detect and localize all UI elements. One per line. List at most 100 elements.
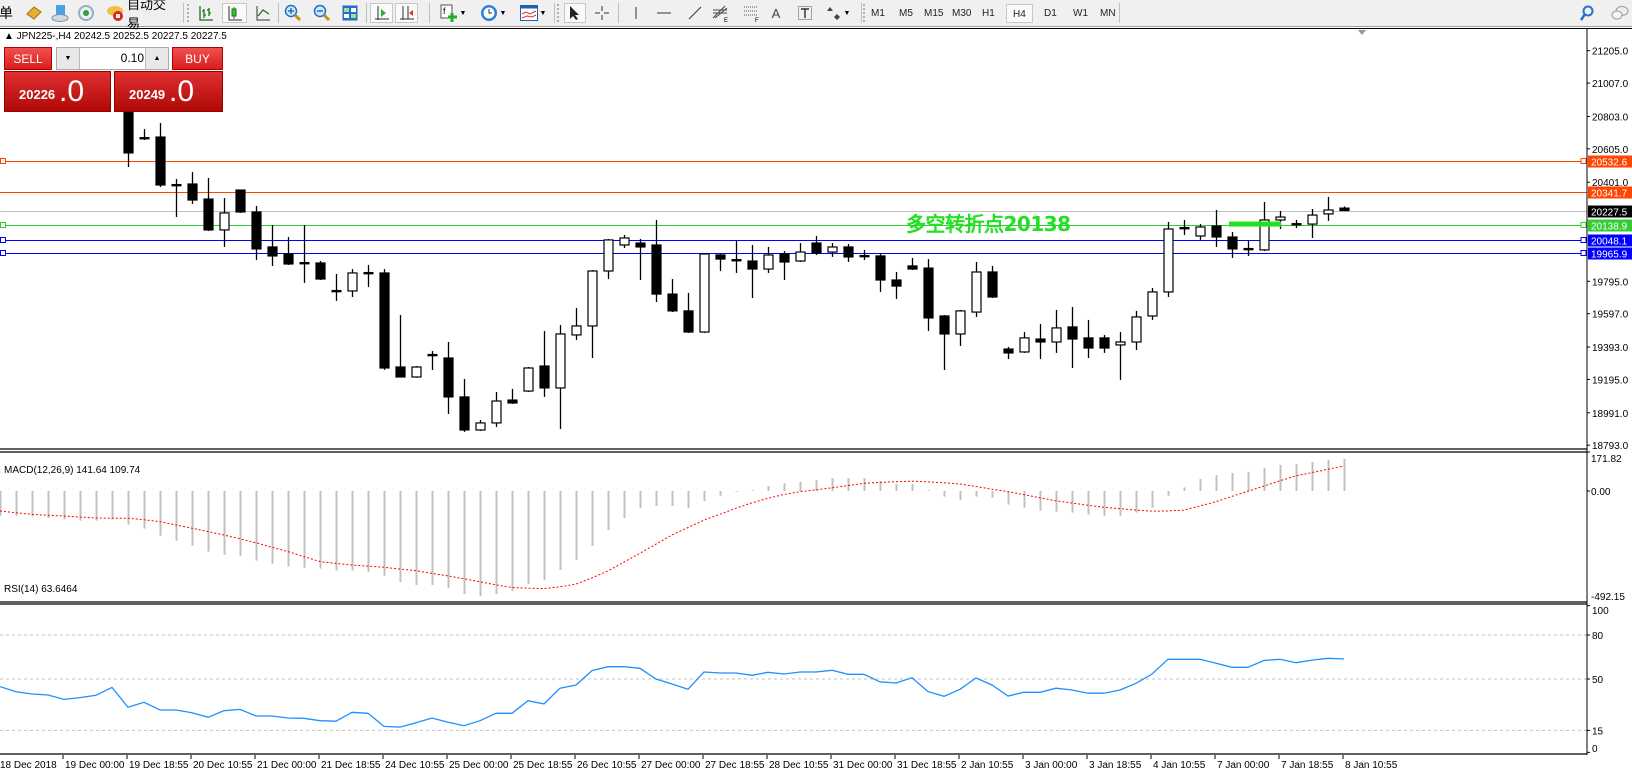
tile-windows-icon[interactable] xyxy=(340,3,360,23)
timeframe-d1[interactable]: D1 xyxy=(1044,8,1057,19)
sell-price-main: 20226 xyxy=(19,87,56,102)
text-icon[interactable]: A xyxy=(771,5,781,21)
timeframe-m15[interactable]: M15 xyxy=(924,8,944,19)
auto-scroll-icon[interactable] xyxy=(370,3,393,23)
price-lines xyxy=(0,158,1587,256)
indicators-icon[interactable]: f ▼ xyxy=(437,3,469,23)
candle-bullish xyxy=(603,239,614,272)
text-label-icon[interactable] xyxy=(796,3,814,23)
sell-button[interactable]: SELL xyxy=(4,47,52,70)
buy-button[interactable]: BUY xyxy=(172,47,223,70)
rsi-axis-label: 80 xyxy=(1592,631,1604,642)
date-label: 31 Dec 00:00 xyxy=(833,760,893,771)
cloud-icon[interactable] xyxy=(50,3,70,23)
date-label: 4 Jan 10:55 xyxy=(1153,760,1206,771)
toolbar: 单 自动交易 f ▼ ▼ ▼ E F A ▼ M1 M5 M15 M30 H1 H… xyxy=(0,0,1632,31)
zoom-in-icon[interactable] xyxy=(283,3,303,23)
candle-bearish xyxy=(1067,326,1078,340)
date-label: 28 Dec 10:55 xyxy=(769,760,829,771)
candle-doji xyxy=(731,259,742,262)
candle-bearish xyxy=(843,246,854,258)
price-tick-label: 19195.0 xyxy=(1592,375,1629,386)
chat-icon[interactable] xyxy=(1610,3,1630,23)
candle-bullish xyxy=(1323,209,1334,215)
arrows-icon[interactable]: ▼ xyxy=(822,3,854,23)
candle-bearish xyxy=(779,253,790,263)
lot-increase-button[interactable]: ▲ xyxy=(145,48,168,69)
price-line-label-bg xyxy=(1588,155,1632,168)
line-anchor-handle xyxy=(0,222,6,228)
trendline-icon[interactable] xyxy=(685,3,705,23)
crosshair-icon[interactable] xyxy=(592,3,612,23)
annotation-text[interactable]: 多空转折点20138 xyxy=(906,212,1071,236)
periodicity-clock-icon[interactable]: ▼ xyxy=(477,3,509,23)
candle-bearish xyxy=(683,310,694,333)
timeframe-m30[interactable]: M30 xyxy=(952,8,972,19)
timeframe-m1[interactable]: M1 xyxy=(871,8,885,19)
candle-doji xyxy=(363,271,374,275)
date-label: 8 Jan 10:55 xyxy=(1345,760,1398,771)
chart-shift-icon[interactable] xyxy=(395,3,418,23)
zoom-out-icon[interactable] xyxy=(312,3,332,23)
cursor-icon[interactable] xyxy=(564,3,586,23)
sell-price-button[interactable]: 20226 .0 xyxy=(4,71,111,112)
bar-chart-icon[interactable] xyxy=(196,3,216,23)
candle-doji xyxy=(1179,226,1190,230)
candle-bullish xyxy=(827,246,838,253)
buy-price-button[interactable]: 20249 .0 xyxy=(114,71,223,112)
date-label: 27 Dec 00:00 xyxy=(641,760,701,771)
candle-doji xyxy=(859,254,870,258)
price-tick-label: 19795.0 xyxy=(1592,277,1629,288)
candle-doji xyxy=(171,183,182,187)
candle-bullish xyxy=(219,212,230,231)
candle-bearish xyxy=(235,189,246,213)
date-label: 31 Dec 18:55 xyxy=(897,760,957,771)
date-label: 27 Dec 18:55 xyxy=(705,760,765,771)
price-tick-label: 20605.0 xyxy=(1592,145,1629,156)
fibonacci-retracement-icon[interactable]: F xyxy=(741,3,763,23)
vertical-line-icon[interactable] xyxy=(628,3,644,23)
candle-doji xyxy=(1291,223,1302,226)
rsi-line xyxy=(0,657,1345,728)
price-line-label-bg xyxy=(1588,219,1632,232)
macd-signal-line xyxy=(0,465,1345,590)
timeframe-m5[interactable]: M5 xyxy=(899,8,913,19)
book-icon[interactable] xyxy=(24,3,44,23)
timeframe-h1[interactable]: H1 xyxy=(982,8,995,19)
candle-bearish xyxy=(1099,337,1110,349)
candle-bearish xyxy=(459,396,470,431)
timeframe-w1[interactable]: W1 xyxy=(1073,8,1088,19)
svg-text:f: f xyxy=(443,6,446,16)
fibonacci-fan-icon[interactable]: E xyxy=(710,3,732,23)
date-label: 26 Dec 10:55 xyxy=(577,760,637,771)
search-icon[interactable] xyxy=(1578,3,1596,23)
timeframe-h4[interactable]: H4 xyxy=(1006,4,1033,23)
templates-icon[interactable]: ▼ xyxy=(517,3,549,23)
rsi-axis-label: 0 xyxy=(1592,744,1598,755)
candlestick-icon[interactable] xyxy=(222,3,247,23)
buy-price-fraction: .0 xyxy=(169,75,195,108)
lot-size-input[interactable]: 0.10 xyxy=(120,51,144,65)
candle-bearish xyxy=(1339,207,1350,212)
candle-bullish xyxy=(347,272,358,292)
candle-bearish xyxy=(747,260,758,270)
line-chart-icon[interactable] xyxy=(253,3,273,23)
price-tick-label: 19597.0 xyxy=(1592,310,1629,321)
timeframe-mn[interactable]: MN xyxy=(1100,8,1116,19)
chart-frame-top xyxy=(0,28,1632,29)
signal-icon[interactable] xyxy=(76,3,96,23)
price-line-label: 20532.6 xyxy=(1591,158,1628,169)
line-anchor-handle xyxy=(1580,158,1587,164)
candle-doji xyxy=(139,137,150,140)
candle-bullish xyxy=(411,366,422,378)
svg-text:E: E xyxy=(724,18,728,22)
axes: 21205.0 21007.0 20803.0 20605.0 20401.0 19795… xyxy=(0,29,1632,771)
macd-axis-label: 171.82 xyxy=(1591,454,1622,465)
candle-bullish xyxy=(571,325,582,336)
auto-trading-icon[interactable] xyxy=(104,3,126,23)
menu-fragment[interactable]: 单 xyxy=(0,5,13,21)
lot-decrease-button[interactable]: ▼ xyxy=(57,48,80,69)
horizontal-line-icon[interactable] xyxy=(654,3,674,23)
price-tick-label: 19393.0 xyxy=(1592,343,1629,354)
